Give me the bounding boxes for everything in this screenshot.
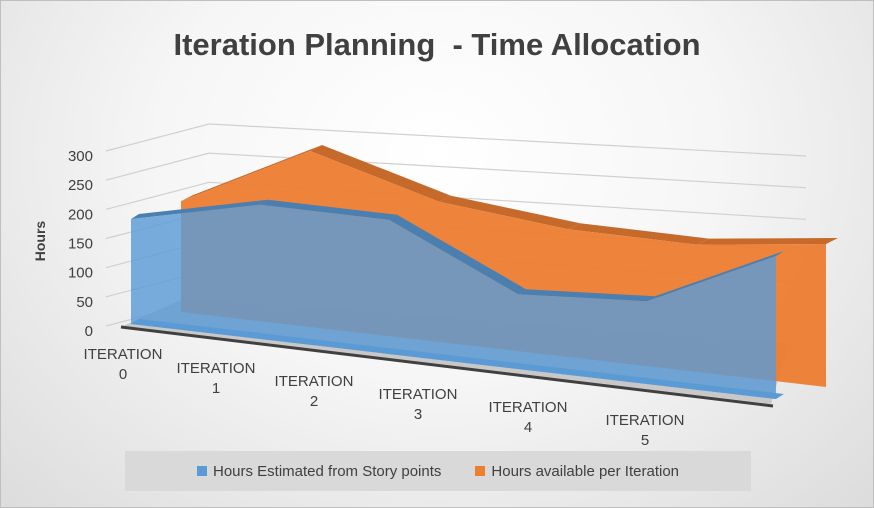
x-tick-label: ITERATION 2 <box>275 373 354 410</box>
legend-item-estimated: Hours Estimated from Story points <box>196 462 442 480</box>
series-estimated-top-edge <box>647 251 784 302</box>
legend-swatch-available <box>475 466 486 476</box>
y-tick-label: 100 <box>68 265 93 282</box>
y-tick-label: 250 <box>68 177 93 194</box>
legend-label-estimated: Hours Estimated from Story points <box>212 462 442 480</box>
series-estimated-area <box>131 204 776 399</box>
series-estimated-top-edge <box>131 199 268 219</box>
x-tick-label: ITERATION 0 <box>84 346 163 383</box>
x-axis-line <box>120 325 774 408</box>
series-available-top-edge <box>310 144 451 202</box>
y-tick-label: 150 <box>68 236 93 253</box>
legend-swatch-estimated <box>196 466 207 476</box>
series-estimated-top-edge <box>389 214 526 295</box>
y-tick-label: 200 <box>68 206 93 223</box>
series-estimated-base <box>131 319 784 399</box>
series-available-top-edge <box>697 238 838 245</box>
series-available-top-edge <box>439 195 580 230</box>
gridline <box>105 123 807 157</box>
y-tick-label: 300 <box>68 148 93 165</box>
y-tick-label: 50 <box>76 294 93 311</box>
x-tick-label: ITERATION 5 <box>606 412 685 449</box>
gridline <box>105 152 807 189</box>
series-available-top-edge <box>181 144 322 202</box>
legend-label-available: Hours available per Iteration <box>491 462 680 480</box>
legend-item-available: Hours available per Iteration <box>475 463 679 480</box>
x-tick-label: ITERATION 1 <box>177 360 256 397</box>
chart-legend: Hours Estimated from Story points Hours … <box>125 451 751 491</box>
y-tick-label: 0 <box>85 323 93 340</box>
series-available-top-edge <box>568 223 709 245</box>
series-estimated-top-edge <box>260 199 397 220</box>
x-tick-label: ITERATION 4 <box>489 399 568 436</box>
gridline <box>105 181 807 220</box>
y-axis-label: Hours <box>32 221 48 262</box>
x-tick-label: ITERATION 3 <box>379 386 458 423</box>
chart-title: Iteration Planning - Time Allocation <box>173 27 701 62</box>
series-estimated-top-edge <box>518 289 655 302</box>
